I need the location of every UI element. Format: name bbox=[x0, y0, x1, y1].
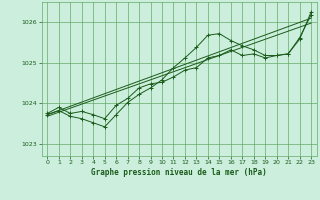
X-axis label: Graphe pression niveau de la mer (hPa): Graphe pression niveau de la mer (hPa) bbox=[91, 168, 267, 177]
